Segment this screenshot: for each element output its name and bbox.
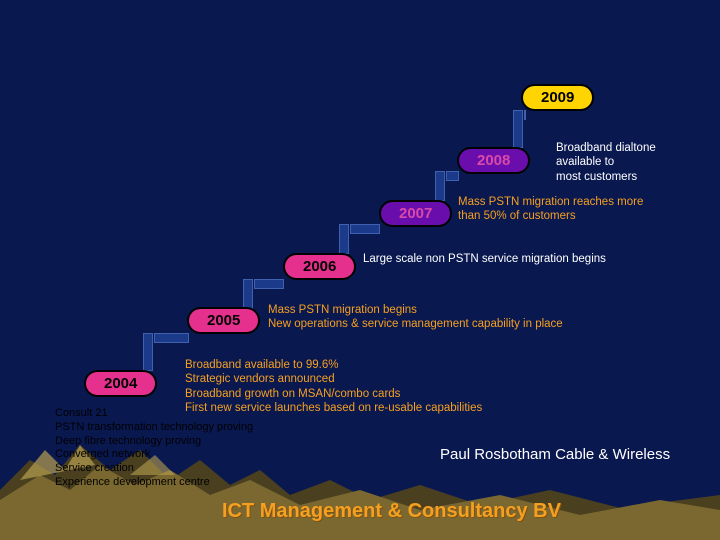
desc-0: Broadband dialtone available to most cus… bbox=[556, 141, 656, 184]
connector bbox=[513, 110, 523, 148]
consult-item: Consult 21 bbox=[55, 407, 253, 421]
connector bbox=[339, 224, 349, 254]
step-2006: 2006 bbox=[283, 253, 356, 280]
connector bbox=[524, 110, 526, 120]
consult-item: Converged network bbox=[55, 448, 253, 462]
step-2004: 2004 bbox=[84, 370, 157, 397]
consult-list: Consult 21PSTN transformation technology… bbox=[55, 407, 253, 490]
connector bbox=[350, 224, 380, 234]
connector bbox=[143, 333, 153, 371]
consult-item: Service creation bbox=[55, 462, 253, 476]
step-2009: 2009 bbox=[521, 84, 594, 111]
connector bbox=[154, 333, 189, 343]
consult-item: PSTN transformation technology proving bbox=[55, 421, 253, 435]
desc-2: Large scale non PSTN service migration b… bbox=[363, 252, 606, 266]
step-2005: 2005 bbox=[187, 307, 260, 334]
connector bbox=[254, 279, 284, 289]
consult-item: Deep fibre technology proving bbox=[55, 435, 253, 449]
desc-1: Mass PSTN migration reaches more than 50… bbox=[458, 195, 643, 224]
connector bbox=[243, 279, 253, 309]
step-2007: 2007 bbox=[379, 200, 452, 227]
consult-item: Experience development centre bbox=[55, 476, 253, 490]
desc-3: Mass PSTN migration begins New operation… bbox=[268, 303, 563, 332]
connector bbox=[435, 171, 445, 201]
step-2008: 2008 bbox=[457, 147, 530, 174]
attribution-text: Paul Rosbotham Cable & Wireless bbox=[440, 446, 670, 463]
footer-title: ICT Management & Consultancy BV bbox=[222, 500, 561, 523]
connector bbox=[446, 171, 459, 181]
